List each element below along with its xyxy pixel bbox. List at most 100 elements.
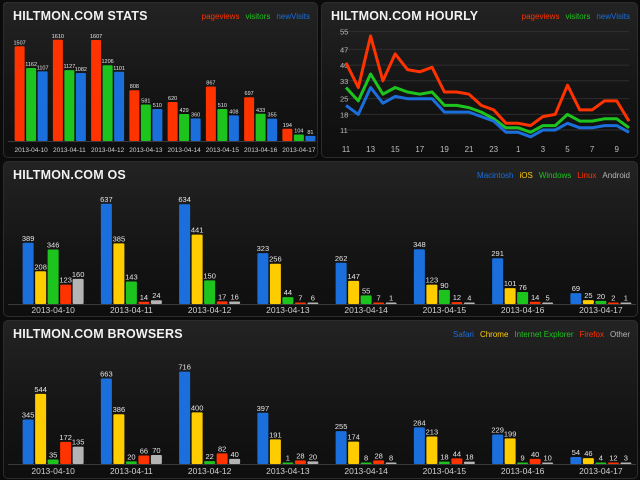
- hourly-y-tick-label: 55: [340, 27, 348, 36]
- stats-bar: [64, 70, 75, 141]
- stats-bar: [37, 71, 48, 141]
- os-bar: [463, 302, 475, 304]
- os-bar: [582, 300, 594, 304]
- os-data-label: 12: [453, 293, 461, 302]
- browsers-data-label: 255: [335, 422, 348, 431]
- browsers-data-label: 284: [413, 418, 426, 427]
- os-x-tick-label: 2013-04-16: [501, 305, 545, 315]
- os-bar: [191, 234, 203, 304]
- os-data-label: 123: [426, 276, 439, 285]
- browsers-bar: [463, 461, 475, 464]
- os-bar: [451, 302, 463, 304]
- hourly-x-tick-label: 5: [565, 145, 570, 154]
- browsers-data-label: 44: [453, 449, 461, 458]
- browsers-x-tick-label: 2013-04-16: [501, 466, 545, 476]
- os-data-label: 5: [546, 294, 550, 303]
- stats-legend: pageviews visitors newVisits: [196, 12, 310, 21]
- os-x-tick-label: 2013-04-17: [579, 305, 623, 315]
- browsers-data-label: 400: [191, 403, 204, 412]
- browsers-bar: [47, 459, 59, 464]
- legend-firefox: Firefox: [579, 330, 604, 339]
- stats-data-label: 81: [307, 130, 313, 136]
- os-data-label: 2: [611, 294, 615, 303]
- browsers-x-tick-label: 2013-04-17: [579, 466, 623, 476]
- os-data-label: 7: [377, 294, 381, 303]
- os-bar: [413, 249, 425, 304]
- browsers-bar: [269, 439, 281, 464]
- stats-bar: [244, 97, 255, 141]
- os-bar: [257, 253, 269, 304]
- browsers-data-label: 9: [521, 454, 525, 463]
- stats-data-label: 697: [245, 91, 254, 97]
- hourly-x-tick-label: 13: [366, 145, 375, 154]
- browsers-data-label: 46: [584, 449, 592, 458]
- os-bar: [517, 292, 529, 304]
- hourly-panel: HILTMON.COM HOURLY pageviews visitors newV…: [321, 2, 638, 158]
- browsers-bar: [492, 434, 504, 464]
- stats-data-label: 1610: [52, 34, 64, 40]
- stats-bar: [205, 86, 216, 141]
- os-data-label: 123: [59, 276, 72, 285]
- legend-other: Other: [609, 330, 630, 339]
- browsers-bar: [426, 436, 438, 464]
- os-bar: [542, 302, 554, 304]
- browsers-data-label: 22: [205, 452, 213, 461]
- stats-x-tick-label: 2013-04-15: [206, 147, 240, 154]
- browsers-x-tick-label: 2013-04-13: [266, 466, 310, 476]
- os-bar: [373, 302, 385, 304]
- os-bar: [138, 301, 150, 304]
- browsers-bar: [100, 378, 112, 464]
- browsers-bar: [307, 461, 319, 464]
- hourly-x-tick-label: 11: [342, 145, 351, 154]
- hourly-y-tick-label: 18: [340, 110, 348, 119]
- legend-newvisits: newVisits: [596, 12, 630, 21]
- os-bar: [385, 302, 397, 304]
- os-bar: [294, 302, 306, 304]
- browsers-x-tick-label: 2013-04-14: [344, 466, 388, 476]
- os-data-label: 76: [518, 283, 526, 292]
- browsers-bar: [60, 441, 72, 464]
- os-x-tick-label: 2013-04-15: [423, 305, 467, 315]
- browsers-data-label: 18: [465, 453, 473, 462]
- os-bar: [204, 280, 216, 304]
- stats-data-label: 194: [283, 123, 292, 129]
- stats-bar: [140, 104, 151, 141]
- os-x-tick-label: 2013-04-11: [110, 305, 153, 315]
- stats-data-label: 1206: [102, 59, 114, 65]
- stats-bar: [267, 118, 278, 141]
- stats-bar: [75, 72, 86, 141]
- os-bar: [335, 262, 347, 304]
- os-data-label: 637: [100, 195, 113, 204]
- stats-data-label: 433: [256, 108, 265, 114]
- legend-newvisits: newVisits: [276, 12, 310, 21]
- browsers-data-label: 70: [152, 446, 160, 455]
- os-data-label: 1: [389, 294, 393, 303]
- hourly-x-tick-label: 19: [440, 145, 449, 154]
- stats-bar: [152, 108, 163, 141]
- browsers-bar: [335, 431, 347, 464]
- hourly-x-tick-label: 23: [489, 145, 498, 154]
- os-bar: [595, 300, 607, 304]
- hourly-x-tick-label: 7: [590, 145, 595, 154]
- legend-visitors: visitors: [245, 12, 271, 21]
- os-data-label: 14: [531, 293, 539, 302]
- legend-visitors: visitors: [565, 12, 591, 21]
- hourly-x-tick-label: 21: [465, 145, 474, 154]
- hourly-y-tick-label: 25: [340, 95, 348, 104]
- stats-data-label: 1162: [25, 62, 37, 68]
- browsers-data-label: 386: [113, 405, 126, 414]
- stats-data-label: 1082: [75, 67, 87, 73]
- os-x-tick-label: 2013-04-10: [31, 305, 75, 315]
- hourly-legend: pageviews visitors newVisits: [516, 12, 630, 21]
- browsers-bar: [72, 446, 84, 464]
- browsers-legend: Safari Chrome Internet Explorer Firefox Othe…: [447, 330, 630, 339]
- stats-data-label: 408: [229, 109, 238, 115]
- stats-bar: [293, 134, 304, 141]
- hourly-y-tick-label: 47: [340, 45, 348, 54]
- os-bar: [282, 297, 294, 304]
- browsers-bar: [582, 458, 594, 464]
- stats-data-label: 510: [153, 103, 162, 109]
- stats-data-label: 429: [180, 108, 189, 114]
- os-data-label: 90: [440, 281, 448, 290]
